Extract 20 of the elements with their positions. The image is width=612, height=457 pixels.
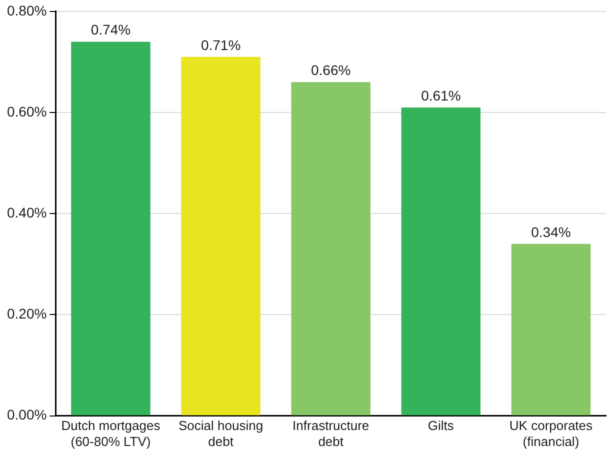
y-tick-label: 0.60% (6, 103, 47, 120)
bar (511, 244, 591, 416)
y-tick-label: 0.20% (6, 306, 47, 322)
data-label: 0.71% (200, 36, 241, 53)
data-label: 0.66% (310, 62, 351, 78)
x-tick-label: Infrastructure debt (292, 418, 370, 449)
bar (71, 42, 150, 416)
x-tick-label: Dutch mortgages (60-80% LTV) (61, 418, 161, 449)
y-tick-label: 0.80% (6, 2, 47, 18)
x-tick-label: UK corporates (financial) (509, 418, 594, 449)
y-tick-label: 0.00% (6, 406, 47, 423)
bar (401, 107, 481, 416)
x-tick-label: Social housing debt (178, 418, 264, 449)
bar (181, 56, 260, 416)
data-label: 0.61% (421, 87, 461, 104)
bar (291, 82, 370, 416)
y-tick-label: 0.40% (6, 204, 47, 220)
x-tick-label: Gilts (428, 418, 454, 434)
data-label: 0.34% (531, 224, 571, 240)
data-label: 0.74% (90, 22, 131, 38)
